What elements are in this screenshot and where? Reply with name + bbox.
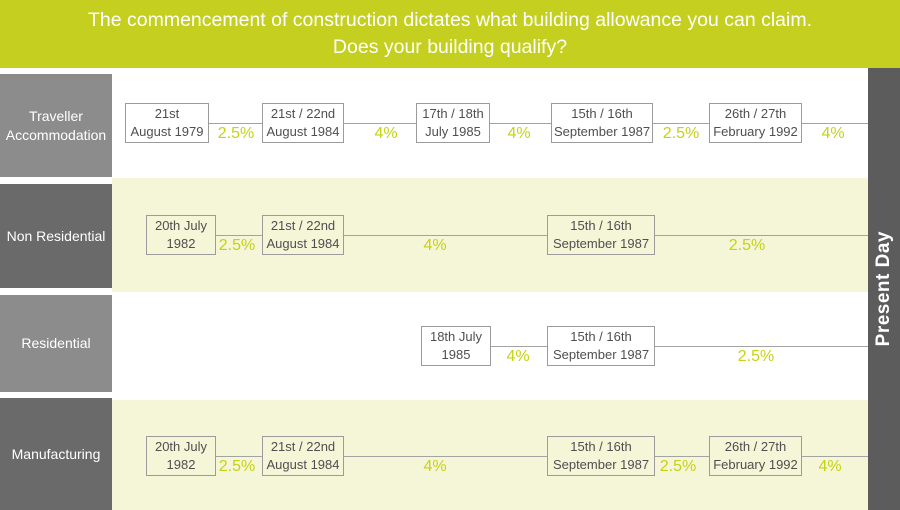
- date-line-2: September 1987: [552, 457, 650, 472]
- date-line-1: 18th July: [429, 329, 483, 345]
- date-box: 15th / 16th September 1987: [551, 103, 653, 143]
- allowance-rate-label: 4%: [423, 237, 447, 254]
- sidebar-label: Non Residential: [6, 227, 106, 244]
- allowance-rate-label: 4%: [374, 125, 398, 142]
- allowance-rate-label: 2.5%: [218, 237, 256, 254]
- header-title-line-1: The commencement of construction dictate…: [87, 9, 813, 31]
- allowance-rate-label: 2.5%: [737, 348, 775, 365]
- date-box: 15th / 16th September 1987: [547, 215, 655, 255]
- date-line-1: 17th / 18th: [422, 106, 484, 122]
- date-box: 20th July 1982: [146, 436, 216, 476]
- sidebar-label: Residential: [21, 335, 91, 352]
- timeline-line: [150, 456, 868, 457]
- date-line-2: August 1984: [266, 236, 340, 251]
- date-line-2: August 1979: [130, 124, 204, 139]
- date-line-1: 15th / 16th: [570, 329, 632, 345]
- present-day-bar: Present Day: [868, 68, 900, 510]
- date-line-2: August 1984: [266, 124, 340, 139]
- header-banner: The commencement of construction dictate…: [0, 0, 900, 68]
- present-day-label: Present Day: [873, 231, 894, 347]
- timeline-line: [127, 123, 868, 124]
- allowance-rate-label: 4%: [423, 458, 447, 475]
- date-box: 21st / 22nd August 1984: [262, 215, 344, 255]
- allowance-rate-label: 2.5%: [662, 125, 700, 142]
- date-line-2: February 1992: [713, 124, 798, 139]
- date-box: 26th / 27th February 1992: [709, 103, 802, 143]
- allowance-rate-label: 2.5%: [659, 458, 697, 475]
- allowance-rate-label: 2.5%: [218, 458, 256, 475]
- sidebar-item-traveller-accommodation: Traveller Accommodation: [0, 74, 112, 177]
- date-line-2: September 1987: [552, 347, 650, 362]
- timeline-line: [150, 235, 868, 236]
- date-line-2: February 1992: [713, 457, 798, 472]
- date-line-2: September 1987: [553, 124, 651, 139]
- allowance-rate-label: 4%: [818, 458, 842, 475]
- sidebar-item-non-residential: Non Residential: [0, 184, 112, 288]
- date-line-1: 20th July: [154, 218, 208, 234]
- date-line-1: 15th / 16th: [570, 218, 632, 234]
- allowance-rate-label: 4%: [507, 125, 531, 142]
- date-box: 20th July 1982: [146, 215, 216, 255]
- date-box: 21st / 22nd August 1984: [262, 103, 344, 143]
- date-box: 21st August 1979: [125, 103, 209, 143]
- date-line-2: 1982: [166, 457, 196, 472]
- date-line-1: 26th / 27th: [724, 106, 787, 122]
- date-line-2: 1982: [166, 236, 196, 251]
- date-line-2: 1985: [441, 347, 471, 362]
- date-line-2: July 1985: [425, 124, 481, 139]
- sidebar-item-residential: Residential: [0, 295, 112, 392]
- allowance-rate-label: 4%: [821, 125, 845, 142]
- date-line-1: 21st / 22nd: [270, 218, 336, 234]
- date-box: 18th July 1985: [421, 326, 491, 366]
- allowance-rate-label: 2.5%: [217, 125, 255, 142]
- date-line-2: August 1984: [266, 457, 340, 472]
- date-line-1: 15th / 16th: [570, 439, 632, 455]
- date-box: 15th / 16th September 1987: [547, 326, 655, 366]
- date-line-1: 21st: [154, 106, 180, 122]
- date-line-1: 21st / 22nd: [270, 439, 336, 455]
- date-line-1: 20th July: [154, 439, 208, 455]
- sidebar-label: Manufacturing: [11, 445, 101, 462]
- date-line-2: September 1987: [552, 236, 650, 251]
- date-box: 21st / 22nd August 1984: [262, 436, 344, 476]
- sidebar-item-manufacturing: Manufacturing: [0, 398, 112, 510]
- allowance-rate-label: 4%: [506, 348, 530, 365]
- date-line-1: 26th / 27th: [724, 439, 787, 455]
- allowance-rate-label: 2.5%: [728, 237, 766, 254]
- date-box: 15th / 16th September 1987: [547, 436, 655, 476]
- date-line-1: 21st / 22nd: [270, 106, 336, 122]
- date-line-1: 15th / 16th: [571, 106, 633, 122]
- date-box: 17th / 18th July 1985: [416, 103, 490, 143]
- header-title-line-2: Does your building qualify?: [332, 35, 568, 58]
- sidebar-label: Traveller Accommodation: [5, 108, 107, 143]
- date-box: 26th / 27th February 1992: [709, 436, 802, 476]
